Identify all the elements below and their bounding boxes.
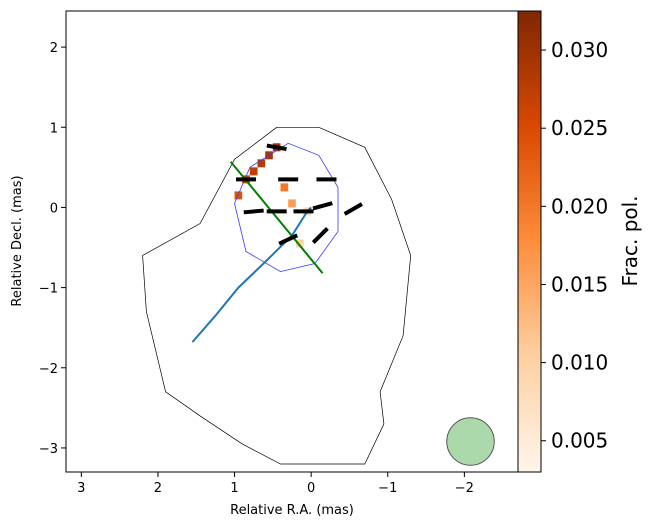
colorbar-tick-label: 0.030 <box>551 38 608 62</box>
polarization-pixel <box>257 159 266 168</box>
evpa-vector <box>266 143 287 152</box>
x-tick-label: −2 <box>455 481 474 496</box>
plot-area <box>142 126 495 466</box>
y-tick-label: −3 <box>39 442 58 457</box>
x-axis-label: Relative R.A. (mas) <box>230 503 354 518</box>
colorbar-tick-label: 0.015 <box>551 272 608 296</box>
evpa-vectors <box>236 143 363 246</box>
x-tick-label: 1 <box>230 481 238 496</box>
colorbar-tick-label: 0.005 <box>551 429 608 453</box>
fractional-polarization-pixels <box>234 143 312 248</box>
colorbar-label: Frac. pol. <box>618 195 642 286</box>
colorbar-ticks: 0.005 0.010 0.015 0.020 0.025 0.030 <box>541 38 608 453</box>
x-tick-label: −1 <box>378 481 397 496</box>
evpa-vector <box>343 202 363 216</box>
intensity-contours <box>142 126 412 465</box>
plot-frame <box>65 10 519 473</box>
y-axis-label: Relative Decl. (mas) <box>10 175 25 306</box>
y-axis-ticks: 2 1 0 −1 −2 −3 <box>39 41 66 457</box>
x-axis-ticks: 3 2 1 0 −1 −2 <box>77 472 474 496</box>
polarization-pixel <box>249 167 258 176</box>
colorbar-tick-label: 0.020 <box>551 194 608 218</box>
polarization-pixel <box>288 199 296 208</box>
polarization-pixel <box>234 191 243 200</box>
colorbar-tick-label: 0.025 <box>551 116 608 140</box>
overlay-lines <box>191 161 324 343</box>
x-tick-label: 3 <box>77 481 85 496</box>
y-tick-label: −2 <box>39 362 58 377</box>
y-tick-label: 0 <box>50 201 58 216</box>
jet-ridge-line <box>191 206 312 343</box>
y-tick-label: −1 <box>39 282 58 297</box>
beam-ellipse <box>446 417 495 466</box>
y-tick-label: 2 <box>50 41 58 56</box>
intensity-contour <box>234 142 339 273</box>
evpa-vector <box>311 227 329 244</box>
x-tick-label: 0 <box>307 481 315 496</box>
evpa-vector <box>312 201 333 211</box>
colorbar <box>517 10 542 473</box>
beam-marker <box>446 417 495 466</box>
evpa-vector <box>278 233 299 246</box>
polarization-pixel <box>280 183 289 192</box>
y-tick-label: 1 <box>50 121 58 136</box>
x-tick-label: 2 <box>154 481 162 496</box>
polarization-pixel <box>295 239 304 248</box>
evpa-vector <box>243 208 264 215</box>
intensity-contour <box>142 126 412 465</box>
colorbar-tick-label: 0.010 <box>551 351 608 375</box>
